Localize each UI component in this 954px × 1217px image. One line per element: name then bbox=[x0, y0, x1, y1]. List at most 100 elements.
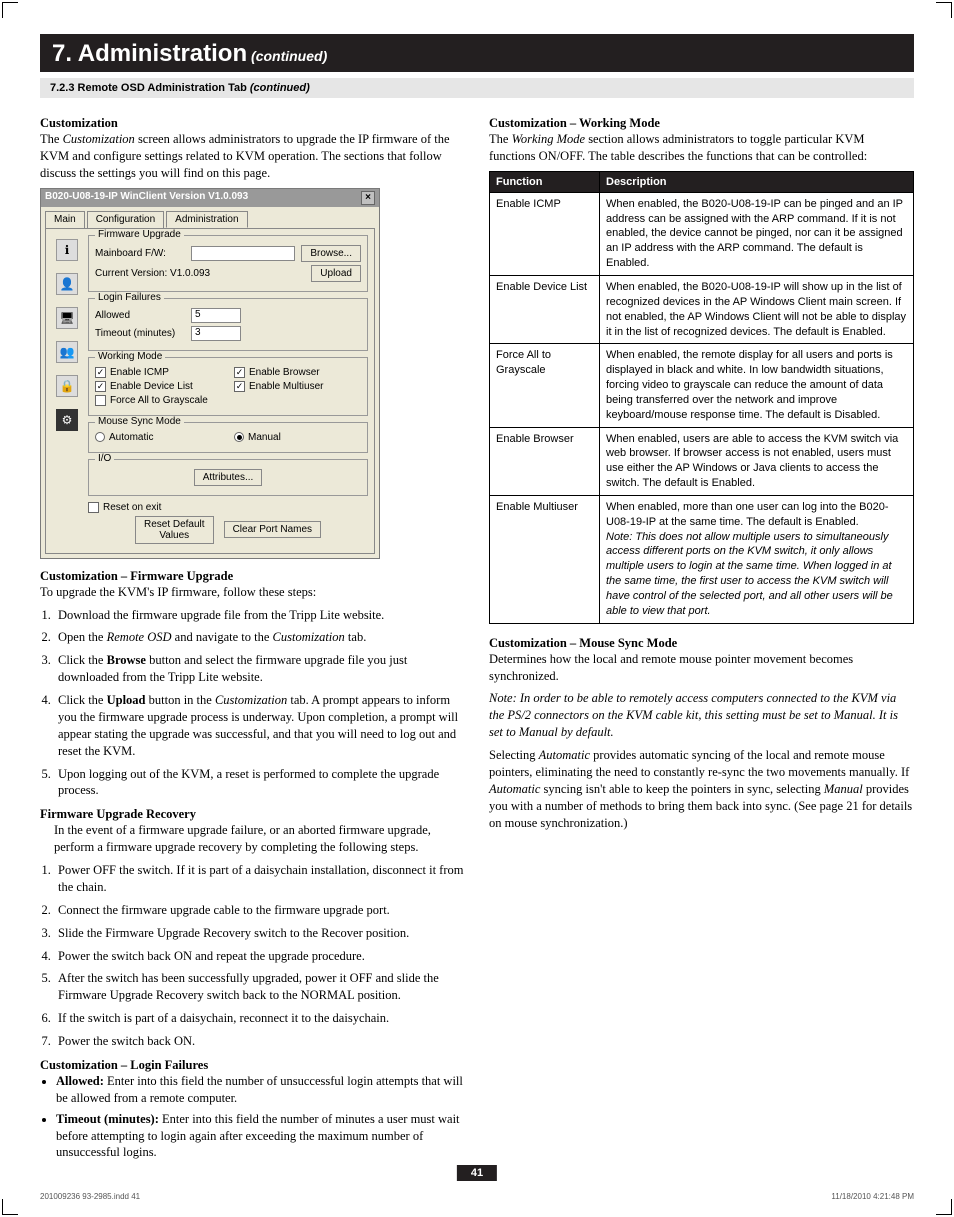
osd-body: ℹ 👤 🖥 👥 🔒 ⚙ Firmware Upgrade Mainboard F… bbox=[45, 228, 375, 554]
heading-customization: Customization bbox=[40, 116, 465, 131]
close-icon[interactable]: × bbox=[361, 191, 375, 205]
cell-desc: When enabled, the B020-U08-19-IP will sh… bbox=[600, 275, 914, 343]
mainboard-input[interactable] bbox=[191, 246, 295, 261]
browse-button[interactable]: Browse... bbox=[301, 245, 361, 262]
step: Connect the firmware upgrade cable to th… bbox=[54, 902, 465, 919]
heading-recovery: Firmware Upgrade Recovery bbox=[40, 807, 465, 822]
step: Open the Remote OSD and navigate to the … bbox=[54, 629, 465, 646]
osd-tab-config[interactable]: Configuration bbox=[87, 211, 164, 228]
cell-desc: When enabled, users are able to access t… bbox=[600, 427, 914, 495]
label-timeout: Timeout (minutes) bbox=[95, 328, 185, 339]
checkbox-grayscale[interactable]: Force All to Grayscale bbox=[95, 395, 228, 406]
para-recovery: In the event of a firmware upgrade failu… bbox=[54, 822, 465, 856]
right-column: Customization – Working Mode The Working… bbox=[489, 108, 914, 1165]
two-column-layout: Customization The Customization screen a… bbox=[40, 108, 914, 1165]
cell-fn: Enable Device List bbox=[490, 275, 600, 343]
section-number-title: 7. Administration bbox=[52, 40, 247, 67]
recovery-steps: Power OFF the switch. If it is part of a… bbox=[54, 862, 465, 1050]
cell-fn: Enable Multiuser bbox=[490, 495, 600, 623]
lock-icon[interactable]: 🔒 bbox=[56, 375, 78, 397]
cell-desc: When enabled, the B020-U08-19-IP can be … bbox=[600, 192, 914, 275]
user-icon[interactable]: 👤 bbox=[56, 273, 78, 295]
checkbox-multiuser[interactable]: ✓Enable Multiuser bbox=[234, 381, 367, 392]
para-customization: The Customization screen allows administ… bbox=[40, 131, 465, 182]
step: Download the firmware upgrade file from … bbox=[54, 607, 465, 624]
table-row: Force All to Grayscale When enabled, the… bbox=[490, 344, 914, 427]
osd-tabrow: Main Configuration Administration bbox=[41, 207, 379, 228]
footer-right: 11/18/2010 4:21:48 PM bbox=[831, 1192, 914, 1201]
table-row: Enable Browser When enabled, users are a… bbox=[490, 427, 914, 495]
heading-working-mode: Customization – Working Mode bbox=[489, 116, 914, 131]
group-io: I/O Attributes... bbox=[88, 459, 368, 496]
osd-title: B020-U08-19-IP WinClient Version V1.0.09… bbox=[45, 191, 248, 205]
para-mouse-note: Note: In order to be able to remotely ac… bbox=[489, 690, 914, 741]
crop-mark bbox=[936, 2, 952, 18]
table-row: Enable ICMP When enabled, the B020-U08-1… bbox=[490, 192, 914, 275]
group-firmware: Firmware Upgrade Mainboard F/W: Browse..… bbox=[88, 235, 368, 292]
footer-left: 201009236 93-2985.indd 41 bbox=[40, 1192, 140, 1201]
osd-form: Firmware Upgrade Mainboard F/W: Browse..… bbox=[88, 235, 368, 547]
label-current-version: Current Version: V1.0.093 bbox=[95, 268, 305, 279]
heading-login: Customization – Login Failures bbox=[40, 1058, 465, 1073]
group-working: Working Mode ✓Enable ICMP ✓Enable Browse… bbox=[88, 357, 368, 416]
osd-icon-sidebar: ℹ 👤 🖥 👥 🔒 ⚙ bbox=[52, 235, 82, 547]
group-mouse: Mouse Sync Mode Automatic Manual bbox=[88, 422, 368, 453]
radio-manual[interactable]: Manual bbox=[234, 432, 367, 443]
attributes-button[interactable]: Attributes... bbox=[194, 469, 263, 486]
legend-firmware: Firmware Upgrade bbox=[95, 229, 184, 240]
legend-mouse: Mouse Sync Mode bbox=[95, 416, 184, 427]
clear-port-names-button[interactable]: Clear Port Names bbox=[224, 521, 321, 538]
function-table: Function Description Enable ICMP When en… bbox=[489, 171, 914, 624]
step: Power the switch back ON. bbox=[54, 1033, 465, 1050]
radio-automatic[interactable]: Automatic bbox=[95, 432, 228, 443]
legend-working: Working Mode bbox=[95, 351, 165, 362]
step: Click the Upload button in the Customiza… bbox=[54, 692, 465, 760]
legend-io: I/O bbox=[95, 453, 114, 464]
cell-desc: When enabled, the remote display for all… bbox=[600, 344, 914, 427]
page-title-bar: 7. Administration (continued) bbox=[40, 34, 914, 72]
subsection-continued: (continued) bbox=[247, 82, 310, 94]
checkbox-browser[interactable]: ✓Enable Browser bbox=[234, 367, 367, 378]
th-description: Description bbox=[600, 171, 914, 192]
group-login: Login Failures Allowed 5 Timeout (minute… bbox=[88, 298, 368, 351]
osd-tab-admin[interactable]: Administration bbox=[166, 211, 247, 228]
label-mainboard: Mainboard F/W: bbox=[95, 248, 185, 259]
cell-fn: Enable Browser bbox=[490, 427, 600, 495]
osd-screenshot: B020-U08-19-IP WinClient Version V1.0.09… bbox=[40, 188, 380, 559]
step: If the switch is part of a daisychain, r… bbox=[54, 1010, 465, 1027]
allowed-input[interactable]: 5 bbox=[191, 308, 241, 323]
step: Click the Browse button and select the f… bbox=[54, 652, 465, 686]
cell-fn: Force All to Grayscale bbox=[490, 344, 600, 427]
step: Power OFF the switch. If it is part of a… bbox=[54, 862, 465, 896]
page-number: 41 bbox=[457, 1165, 497, 1181]
left-column: Customization The Customization screen a… bbox=[40, 108, 465, 1165]
checkbox-icmp[interactable]: ✓Enable ICMP bbox=[95, 367, 228, 378]
step: After the switch has been successfully u… bbox=[54, 970, 465, 1004]
network-icon[interactable]: 🖥 bbox=[56, 307, 78, 329]
para-working: The Working Mode section allows administ… bbox=[489, 131, 914, 165]
subsection-bar: 7.2.3 Remote OSD Administration Tab (con… bbox=[40, 78, 914, 98]
step: Upon logging out of the KVM, a reset is … bbox=[54, 766, 465, 800]
crop-mark bbox=[2, 1199, 18, 1215]
bullet: Allowed: Enter into this field the numbe… bbox=[56, 1073, 465, 1107]
upload-button[interactable]: Upload bbox=[311, 265, 361, 282]
info-icon[interactable]: ℹ bbox=[56, 239, 78, 261]
cell-desc: When enabled, more than one user can log… bbox=[600, 495, 914, 623]
login-bullets: Allowed: Enter into this field the numbe… bbox=[56, 1073, 465, 1161]
upgrade-steps: Download the firmware upgrade file from … bbox=[54, 607, 465, 800]
crop-mark bbox=[936, 1199, 952, 1215]
timeout-input[interactable]: 3 bbox=[191, 326, 241, 341]
reset-defaults-button[interactable]: Reset DefaultValues bbox=[135, 516, 214, 544]
osd-tab-main[interactable]: Main bbox=[45, 211, 85, 228]
users-icon[interactable]: 👥 bbox=[56, 341, 78, 363]
checkbox-devlist[interactable]: ✓Enable Device List bbox=[95, 381, 228, 392]
para-mouse-1: Determines how the local and remote mous… bbox=[489, 651, 914, 685]
gear-icon[interactable]: ⚙ bbox=[56, 409, 78, 431]
step: Slide the Firmware Upgrade Recovery swit… bbox=[54, 925, 465, 942]
legend-login: Login Failures bbox=[95, 292, 164, 303]
osd-titlebar: B020-U08-19-IP WinClient Version V1.0.09… bbox=[41, 189, 379, 207]
table-row: Enable Multiuser When enabled, more than… bbox=[490, 495, 914, 623]
heading-fw-upgrade: Customization – Firmware Upgrade bbox=[40, 569, 465, 584]
subsection-title: 7.2.3 Remote OSD Administration Tab bbox=[50, 82, 247, 94]
checkbox-reset-exit[interactable]: Reset on exit bbox=[88, 502, 368, 513]
